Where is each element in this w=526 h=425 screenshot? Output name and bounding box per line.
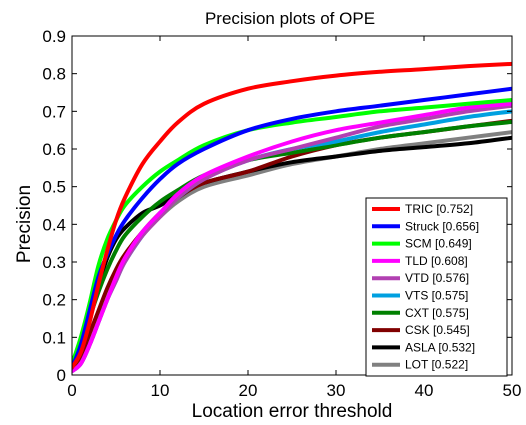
x-tick-label-1: 10 [151, 381, 170, 400]
series-line-0 [72, 61, 512, 370]
legend-label-7: CSK [0.545] [405, 323, 470, 337]
legend-label-5: VTS [0.575] [405, 289, 468, 303]
series-layer [72, 61, 512, 374]
legend-label-4: VTD [0.576] [405, 271, 469, 285]
x-tick-label-0: 0 [67, 381, 76, 400]
legend-label-9: LOT [0.522] [405, 358, 468, 372]
legend-label-6: CXT [0.575] [405, 306, 469, 320]
y-tick-label-4: 0.4 [42, 215, 66, 234]
x-tick-label-5: 50 [503, 381, 522, 400]
legend-label-2: SCM [0.649] [405, 237, 472, 251]
y-tick-label-2: 0.2 [42, 291, 66, 310]
y-tick-label-0: 0 [57, 366, 66, 385]
y-tick-label-7: 0.7 [42, 102, 66, 121]
chart-title: Precision plots of OPE [205, 9, 375, 28]
x-tick-label-3: 30 [327, 381, 346, 400]
legend-label-0: TRIC [0.752] [405, 202, 473, 216]
x-tick-label-4: 40 [415, 381, 434, 400]
x-tick-label-2: 20 [239, 381, 258, 400]
legend-label-1: Struck [0.656] [405, 219, 479, 233]
y-tick-label-8: 0.8 [42, 65, 66, 84]
legend-label-3: TLD [0.608] [405, 254, 468, 268]
plot-frame [71, 35, 513, 376]
y-tick-label-6: 0.6 [42, 140, 66, 159]
series-line-3 [72, 101, 512, 374]
y-tick-label-1: 0.1 [42, 328, 66, 347]
series-line-2 [72, 98, 512, 366]
y-tick-label-9: 0.9 [42, 27, 66, 46]
legend: TRIC [0.752] Struck [0.656] SCM [0.649] TLD… [365, 197, 508, 377]
y-axis-label: Precision [14, 185, 35, 263]
tick-layer: 0 10 20 30 40 50 0 0.1 0.2 0.3 0.4 0.5 0.6 0.7 0.8 0.9 [42, 27, 521, 400]
legend-label-8: ASLA [0.532] [405, 340, 475, 354]
x-axis-label: Location error threshold [192, 401, 393, 422]
y-tick-label-3: 0.3 [42, 253, 66, 272]
y-tick-label-5: 0.5 [42, 178, 66, 197]
